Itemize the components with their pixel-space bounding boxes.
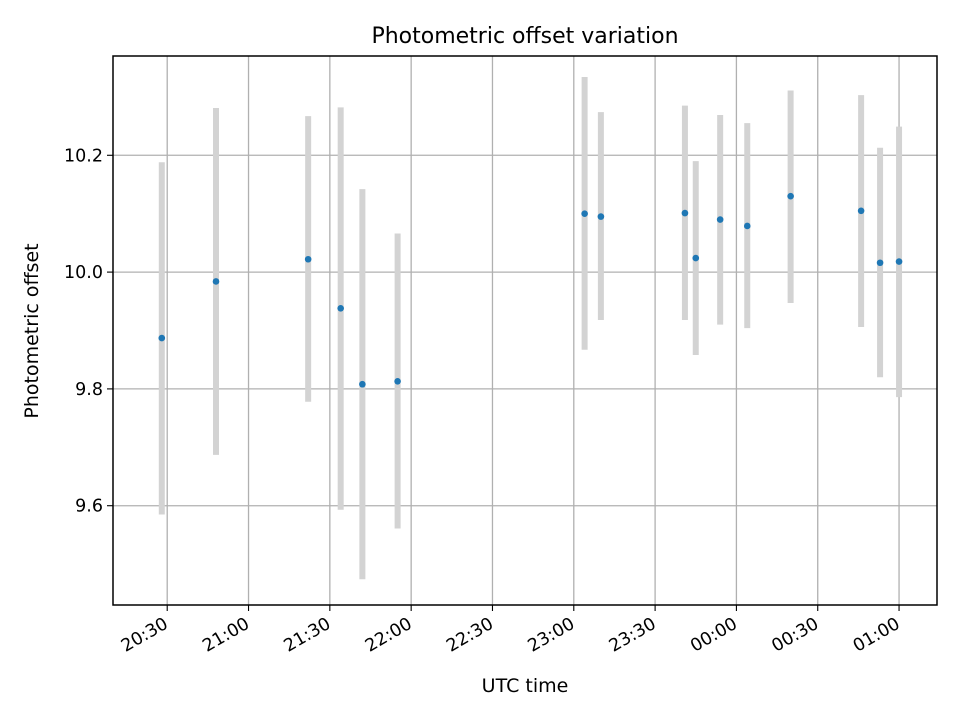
data-point xyxy=(857,207,865,215)
data-point xyxy=(359,380,366,388)
data-point xyxy=(597,213,605,220)
data-point xyxy=(304,255,312,263)
data-points xyxy=(158,192,903,388)
data-point xyxy=(876,259,884,267)
chart-title: Photometric offset variation xyxy=(371,24,678,49)
y-axis-label: Photometric offset xyxy=(21,243,43,418)
data-point xyxy=(158,334,166,342)
data-point xyxy=(743,222,751,230)
grid-lines xyxy=(113,56,937,605)
y-tick-label: 9.8 xyxy=(75,380,103,400)
data-point xyxy=(581,210,588,217)
y-tick-label: 10.0 xyxy=(64,263,103,283)
data-point xyxy=(895,258,903,265)
x-axis-label: UTC time xyxy=(482,675,569,697)
plot-frame xyxy=(112,55,938,606)
data-point xyxy=(337,305,344,312)
data-point xyxy=(212,278,220,285)
y-tick-label: 10.2 xyxy=(64,146,103,166)
y-axis-ticks: 9.6 9.8 10.0 10.2 xyxy=(64,146,113,517)
data-point xyxy=(681,209,689,217)
data-point xyxy=(394,378,401,385)
y-tick-label: 9.6 xyxy=(75,497,103,517)
data-point xyxy=(787,192,794,200)
data-point xyxy=(716,216,724,223)
data-point xyxy=(692,254,700,262)
